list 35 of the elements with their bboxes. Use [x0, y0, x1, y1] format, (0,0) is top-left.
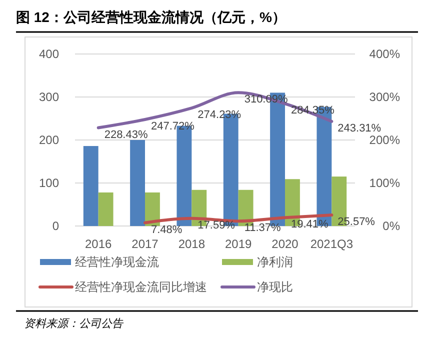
y-tick-label: 100 [38, 176, 60, 190]
bar [98, 192, 114, 226]
y2-tick-label: 400% [369, 47, 400, 62]
y2-tick-label: 100% [369, 176, 400, 190]
x-tick-label: 2019 [224, 237, 252, 251]
x-tick-label: 2020 [272, 237, 299, 251]
data-label: 7.48% [151, 224, 182, 236]
data-label: 243.31% [338, 122, 382, 134]
data-label: 274.23% [198, 109, 242, 122]
data-label: 17.59% [198, 219, 236, 232]
x-tick-label: 2016 [84, 237, 112, 251]
x-tick-label: 2017 [132, 237, 159, 251]
y-tick-label: 300 [38, 90, 60, 104]
data-label: 228.43% [104, 128, 148, 141]
bar [83, 146, 98, 226]
text: 资料来源：公司公告 [24, 317, 124, 330]
x-tick-label: 2018 [178, 237, 206, 251]
legend-label: 净利润 [257, 255, 293, 270]
y2-tick-label: 300% [369, 90, 400, 104]
bar [130, 140, 145, 226]
chart-title: 图 12：公司经营性现金流情况（亿元，%） [16, 9, 286, 25]
y2-tick-label: 0% [382, 219, 400, 234]
legend-label: 净现比 [257, 280, 293, 294]
legend-label: 经营性净现金流 [75, 255, 159, 270]
bar [145, 192, 160, 226]
legend-label: 经营性净现金流同比增速 [75, 280, 207, 294]
x-tick-label: 2021Q3 [310, 237, 354, 251]
data-label: 247.72% [151, 120, 195, 132]
line-series [96, 91, 334, 130]
y-tick-label: 0 [52, 219, 60, 234]
y2-tick-label: 200% [369, 133, 400, 148]
y-tick-label: 200 [38, 133, 60, 148]
data-label: 11.37% [244, 222, 282, 234]
data-label: 19.41% [291, 218, 329, 231]
y-tick-label: 400 [38, 47, 60, 62]
